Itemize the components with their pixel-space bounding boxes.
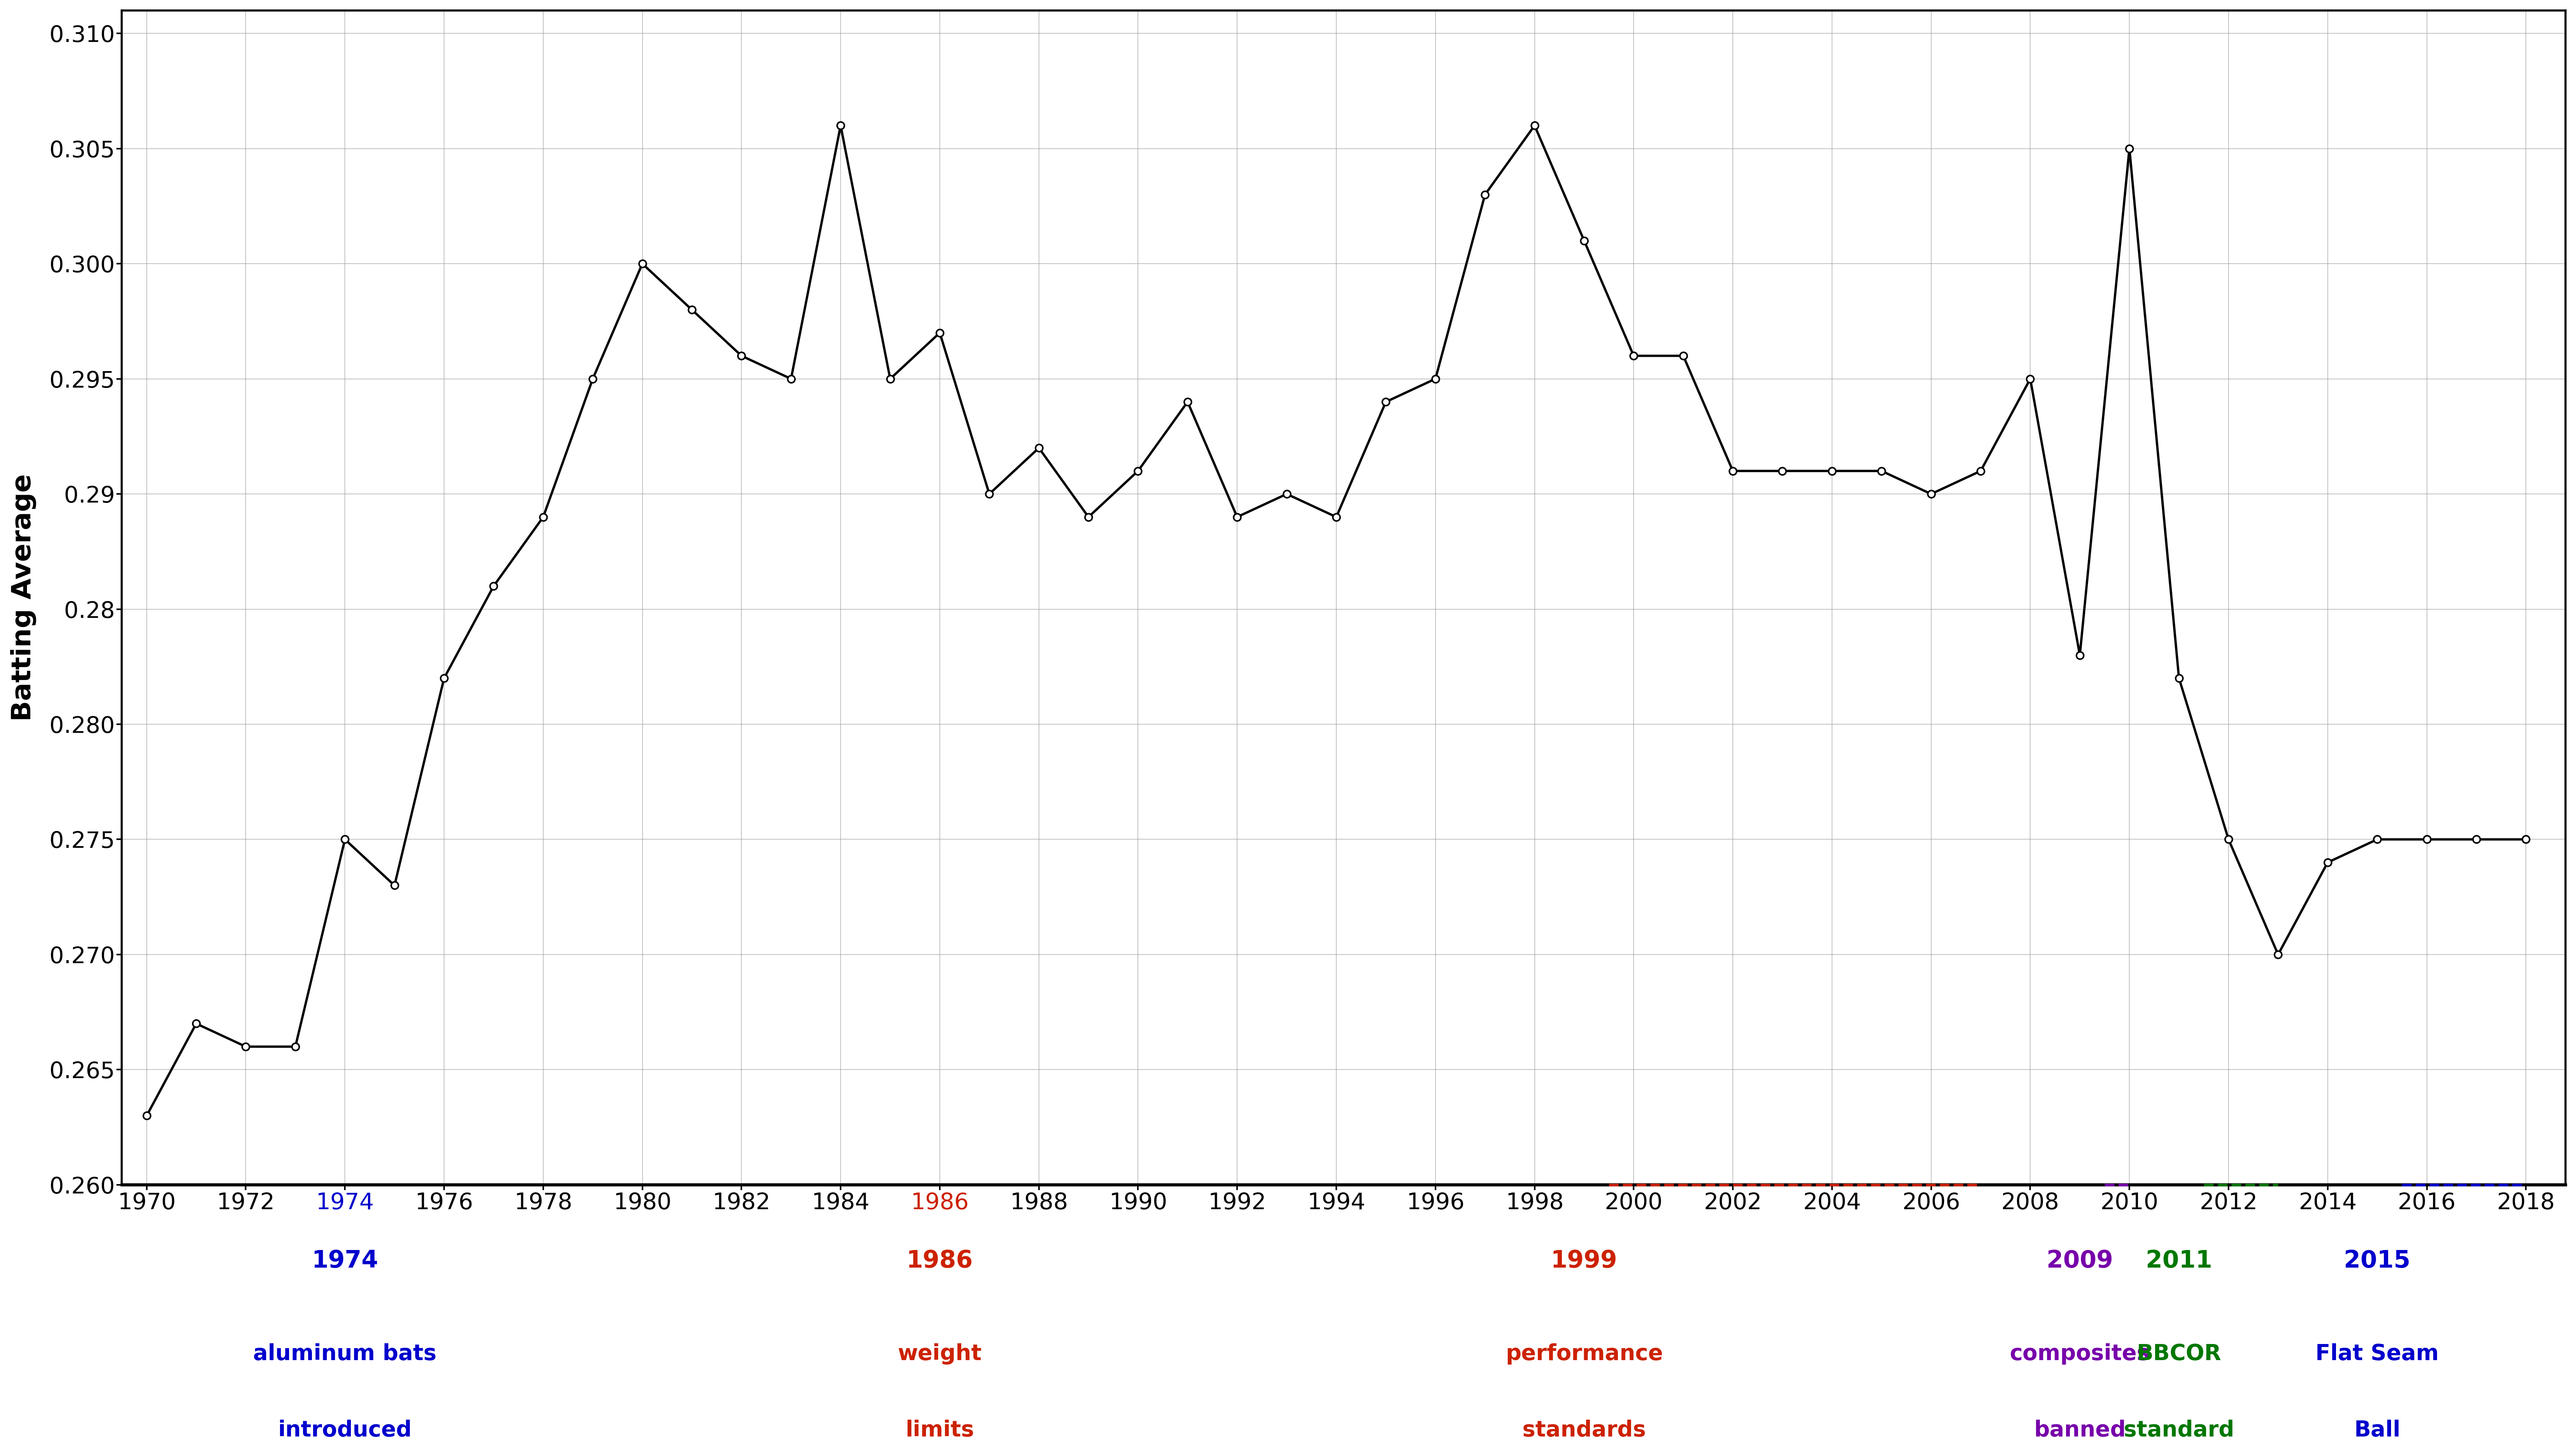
Text: BBCOR: BBCOR — [2136, 1343, 2221, 1365]
Text: standard: standard — [2123, 1419, 2233, 1438]
Text: 2009: 2009 — [2045, 1250, 2112, 1273]
Text: composites: composites — [2009, 1343, 2151, 1365]
Text: weight: weight — [896, 1343, 981, 1365]
Text: aluminum bats: aluminum bats — [252, 1343, 435, 1365]
Text: 1974: 1974 — [312, 1250, 379, 1273]
Text: performance: performance — [1504, 1343, 1664, 1365]
Text: limits: limits — [904, 1419, 974, 1438]
Text: banned: banned — [2035, 1419, 2125, 1438]
Text: Ball: Ball — [2354, 1419, 2401, 1438]
Text: introduced: introduced — [278, 1419, 412, 1438]
Text: Flat Seam: Flat Seam — [2316, 1343, 2439, 1365]
Y-axis label: Batting Average: Batting Average — [10, 475, 36, 722]
Text: standards: standards — [1522, 1419, 1646, 1438]
Text: 1999: 1999 — [1551, 1250, 1618, 1273]
Text: 2011: 2011 — [2146, 1250, 2213, 1273]
Text: 1986: 1986 — [907, 1250, 974, 1273]
Text: 2015: 2015 — [2344, 1250, 2411, 1273]
